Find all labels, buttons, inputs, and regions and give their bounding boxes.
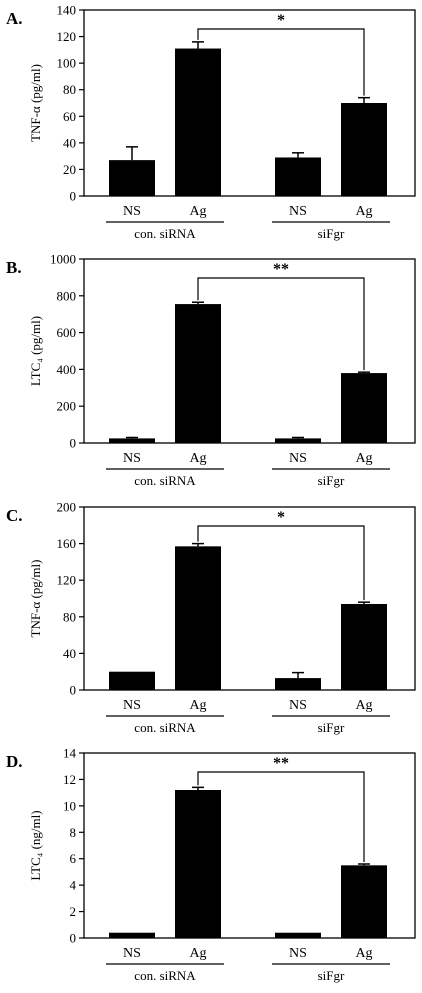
panel-label: A. <box>6 9 23 28</box>
plot-frame <box>83 752 416 939</box>
x-category-label: NS <box>289 946 307 961</box>
bar <box>275 932 321 938</box>
y-tick-label: 4 <box>70 878 77 893</box>
y-tick-label: 0 <box>70 189 77 204</box>
significance-bracket <box>197 525 365 601</box>
bar <box>341 373 387 443</box>
significance-marker: * <box>277 12 285 29</box>
panel-label: B. <box>6 258 22 277</box>
x-category-label: NS <box>289 204 307 219</box>
x-group-label: con. siRNA <box>134 473 196 488</box>
significance-bracket <box>197 277 365 371</box>
y-tick-label: 40 <box>63 646 76 661</box>
bar <box>275 438 321 443</box>
panel-label: C. <box>6 506 23 525</box>
x-category-label: NS <box>123 204 141 219</box>
bar <box>341 603 387 690</box>
y-tick-label: 80 <box>63 609 76 624</box>
y-tick-label: 2 <box>70 904 77 919</box>
y-tick-label: 40 <box>63 135 76 150</box>
x-category-label: Ag <box>355 451 372 466</box>
bar <box>175 48 221 197</box>
y-tick-label: 20 <box>63 162 76 177</box>
bar <box>275 678 321 690</box>
y-tick-label: 400 <box>57 362 77 377</box>
y-tick-label: 800 <box>57 288 77 303</box>
bar <box>175 304 221 443</box>
y-tick-label: 200 <box>57 500 77 515</box>
bar <box>341 865 387 938</box>
bar <box>109 932 155 938</box>
x-group-label: siFgr <box>318 226 345 241</box>
x-category-label: Ag <box>355 946 372 961</box>
bar <box>275 157 321 196</box>
x-category-label: Ag <box>189 698 206 713</box>
y-axis-label: LTC₄ (pg/ml) <box>28 316 43 386</box>
x-category-label: Ag <box>355 698 372 713</box>
bar <box>109 671 155 690</box>
y-tick-label: 0 <box>70 931 77 946</box>
y-tick-label: 200 <box>57 399 77 414</box>
x-category-label: Ag <box>355 204 372 219</box>
x-group-label: siFgr <box>318 720 345 735</box>
y-tick-label: 12 <box>63 772 76 787</box>
y-tick-label: 120 <box>57 573 77 588</box>
x-category-label: Ag <box>189 946 206 961</box>
panel-label: D. <box>6 752 23 771</box>
significance-marker: ** <box>273 261 289 278</box>
y-tick-label: 1000 <box>50 252 76 267</box>
plot-frame <box>83 258 416 444</box>
panel-d: D. LTC₄ (ng/ml) 0 2 4 6 8 10 12 14 ** NS Ag NS Ag con. … <box>6 746 416 983</box>
plot-frame <box>83 9 416 197</box>
panel-a: A. TNF-α (pg/ml) 0 20 40 60 80 100 120 140 * NS Ag NS… <box>6 3 416 241</box>
x-group-label: con. siRNA <box>134 226 196 241</box>
y-tick-label: 8 <box>70 825 77 840</box>
x-category-label: Ag <box>189 204 206 219</box>
bar <box>175 790 221 938</box>
x-group-label: con. siRNA <box>134 720 196 735</box>
plot-frame <box>83 506 416 691</box>
bar <box>341 103 387 196</box>
y-tick-label: 14 <box>63 746 77 761</box>
y-tick-label: 600 <box>57 325 77 340</box>
y-tick-label: 140 <box>57 3 77 18</box>
x-category-label: Ag <box>189 451 206 466</box>
y-tick-label: 0 <box>70 436 77 451</box>
y-axis-label: LTC₄ (ng/ml) <box>28 810 43 880</box>
x-group-label: siFgr <box>318 473 345 488</box>
y-tick-label: 60 <box>63 109 76 124</box>
significance-bracket <box>197 28 365 96</box>
y-tick-label: 0 <box>70 683 77 698</box>
x-category-label: NS <box>123 698 141 713</box>
y-axis-label: TNF-α (pg/ml) <box>28 560 43 638</box>
panel-c: C. TNF-α (pg/ml) 0 40 80 120 160 200 * NS Ag NS Ag co… <box>6 500 416 735</box>
y-tick-label: 120 <box>57 29 77 44</box>
x-category-label: NS <box>289 451 307 466</box>
significance-marker: ** <box>273 755 289 772</box>
significance-bracket <box>197 771 365 862</box>
x-category-label: NS <box>289 698 307 713</box>
bar <box>109 438 155 443</box>
significance-marker: * <box>277 509 285 526</box>
y-axis-label: TNF-α (pg/ml) <box>28 64 43 142</box>
y-tick-label: 100 <box>57 56 77 71</box>
x-group-label: siFgr <box>318 968 345 983</box>
y-tick-label: 6 <box>70 851 77 866</box>
panel-b: B. LTC₄ (pg/ml) 0 200 400 600 800 1000 ** NS Ag NS A… <box>6 252 416 488</box>
y-tick-label: 160 <box>57 536 77 551</box>
bar <box>175 546 221 690</box>
y-tick-label: 80 <box>63 82 76 97</box>
y-tick-label: 10 <box>63 798 76 813</box>
x-group-label: con. siRNA <box>134 968 196 983</box>
x-category-label: NS <box>123 946 141 961</box>
bar <box>109 160 155 196</box>
x-category-label: NS <box>123 451 141 466</box>
